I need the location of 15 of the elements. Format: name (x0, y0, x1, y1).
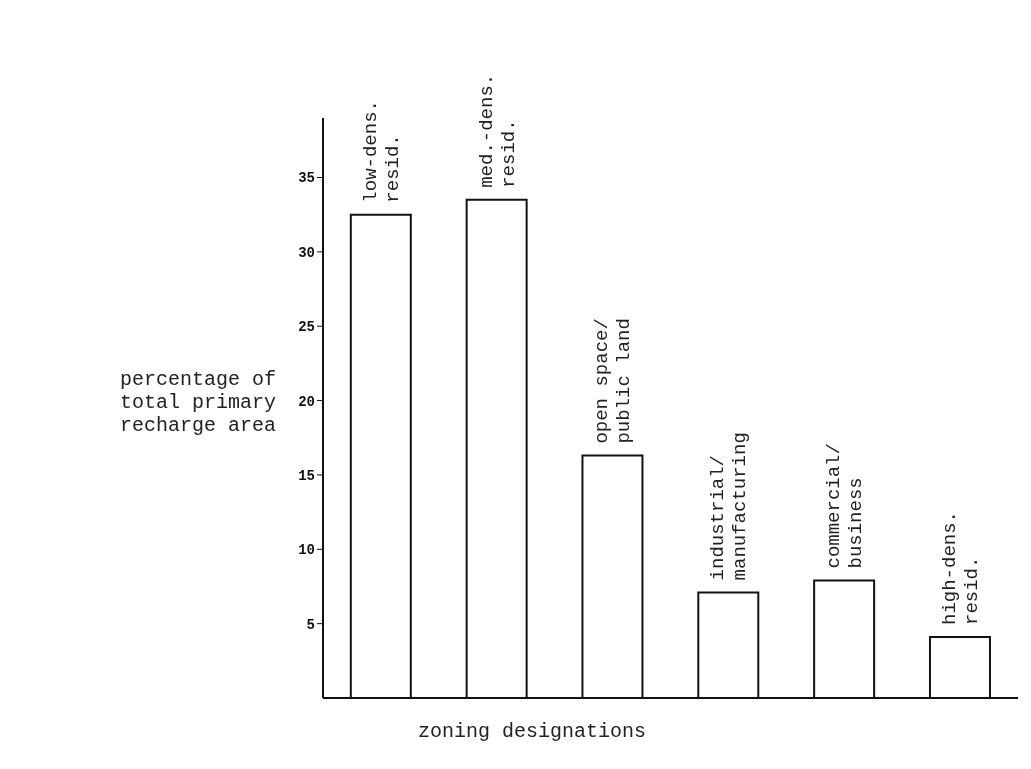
x-tick-label: med.-dens. resid. (475, 73, 520, 188)
x-axis-title: zoning designations (418, 720, 647, 743)
y-tick-label: 25 (298, 319, 315, 336)
y-axis-title: percentage of total primary recharge area (119, 368, 276, 437)
x-tick-label: commercial/ business (823, 443, 868, 569)
x-tick-label: open space/ public land (591, 318, 636, 444)
y-tick-label: 20 (298, 393, 315, 410)
x-tick-label: low-dens. resid. (359, 100, 404, 203)
y-tick-label: 5 (306, 616, 315, 633)
x-tick-label: high-dens. resid. (938, 510, 983, 626)
y-tick-label: 10 (298, 542, 315, 559)
x-tick-label: industrial/ manufacturing (707, 432, 752, 581)
y-tick-label: 35 (298, 170, 315, 187)
y-tick-label: 15 (298, 467, 315, 484)
y-tick-label: 30 (298, 244, 315, 261)
